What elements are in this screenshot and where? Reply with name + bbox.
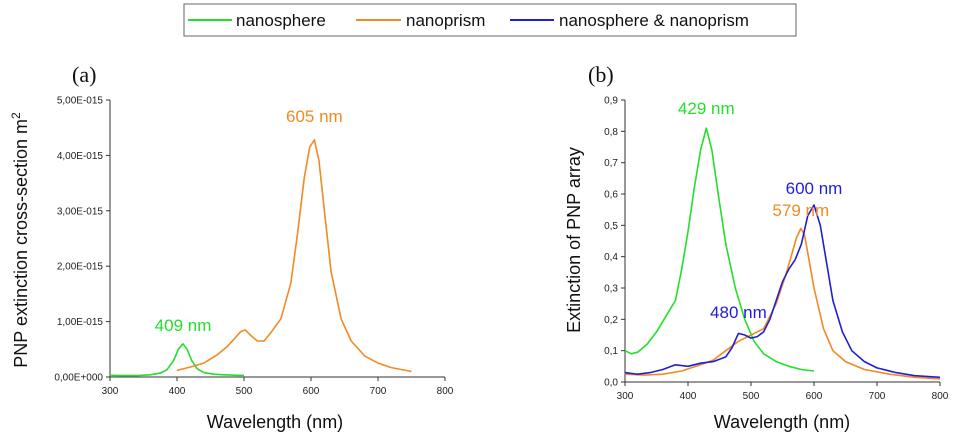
panel-label-a: (a) <box>72 62 96 87</box>
series-line-a-nanoprism <box>176 139 412 373</box>
x-tick-label-a-500: 500 <box>236 386 253 397</box>
series-line-a-nanosphere <box>109 342 244 377</box>
legend-label-nanoprism: nanoprism <box>406 11 485 30</box>
annotation-b-579-nm: 579 nm <box>772 201 829 220</box>
y-tick-label-b-9: 0,9 <box>604 96 618 107</box>
y-tick-label-b-6: 0,6 <box>604 190 618 201</box>
y-tick-label-a-4: 4,00E-015 <box>57 151 104 162</box>
legend-box <box>183 3 797 37</box>
y-tick-label-a-0: 0,00E+000 <box>54 373 103 384</box>
chart-panel-b: (b) 300 400 500 600 700 800 0,0 0,1 0,2 0,3 0,4 0,5… <box>564 62 949 432</box>
annotation-a-409-nm: 409 nm <box>155 316 212 335</box>
y-tick-label-b-4: 0,4 <box>604 252 618 263</box>
legend-label-nanosphere-nanoprism: nanosphere & nanoprism <box>559 11 749 30</box>
y-tick-label-a-1: 1,00E-015 <box>57 317 104 328</box>
x-tick-label-b-300: 300 <box>617 391 634 402</box>
panel-label-b: (b) <box>588 62 614 87</box>
y-axis-label-b: Extinction of PNP array <box>564 147 584 333</box>
x-tick-label-a-800: 800 <box>437 386 454 397</box>
y-tick-label-a-5: 5,00E-015 <box>57 96 104 107</box>
x-tick-label-b-400: 400 <box>680 391 697 402</box>
annotation-b-480-nm: 480 nm <box>710 303 767 322</box>
series-line-b-nanosphere <box>624 127 815 372</box>
legend: nanosphere nanoprism nanosphere & nanopr… <box>183 3 797 37</box>
x-tick-label-a-300: 300 <box>102 386 119 397</box>
y-axis-label-a-text: PNP extinction cross-section m <box>11 119 31 368</box>
x-axis-label-a: Wavelength (nm) <box>207 412 343 432</box>
y-tick-label-b-8: 0,8 <box>604 127 618 138</box>
x-tick-label-a-700: 700 <box>370 386 387 397</box>
y-tick-label-b-1: 0,1 <box>604 346 618 357</box>
series-line-b-nanosphere-nanoprism <box>624 204 941 379</box>
x-axis-label-b: Wavelength (nm) <box>714 412 850 432</box>
y-tick-label-b-2: 0,2 <box>604 315 618 326</box>
x-tick-label-a-400: 400 <box>169 386 186 397</box>
y-axis-label-a: PNP extinction cross-section m2 <box>9 112 31 368</box>
y-tick-label-b-0: 0,0 <box>604 378 618 389</box>
x-tick-label-a-600: 600 <box>303 386 320 397</box>
annotation-b-429-nm: 429 nm <box>678 99 735 118</box>
legend-label-nanosphere: nanosphere <box>236 11 326 30</box>
annotation-b-600-nm: 600 nm <box>786 179 843 198</box>
x-tick-label-b-700: 700 <box>869 391 886 402</box>
y-axis-label-a-superscript: 2 <box>9 112 23 119</box>
y-tick-label-b-7: 0,7 <box>604 158 618 169</box>
chart-panel-a: (a) 300 400 500 600 700 800 0,00E+000 1,00E-015… <box>9 62 454 432</box>
y-tick-label-b-5: 0,5 <box>604 221 618 232</box>
plot-area-b: 300 400 500 600 700 800 0,0 0,1 0,2 0,3 0,4 0,5 0,6 0… <box>604 96 949 403</box>
plot-area-a: 300 400 500 600 700 800 0,00E+000 1,00E-015 2,00… <box>54 96 453 398</box>
y-tick-label-a-2: 2,00E-015 <box>57 262 104 273</box>
x-tick-label-b-500: 500 <box>743 391 760 402</box>
series-line-b-nanoprism <box>624 227 941 380</box>
x-tick-label-b-600: 600 <box>806 391 823 402</box>
y-tick-label-a-3: 3,00E-015 <box>57 206 104 217</box>
annotation-a-605-nm: 605 nm <box>286 107 343 126</box>
x-tick-label-b-800: 800 <box>932 391 949 402</box>
y-tick-label-b-3: 0,3 <box>604 284 618 295</box>
